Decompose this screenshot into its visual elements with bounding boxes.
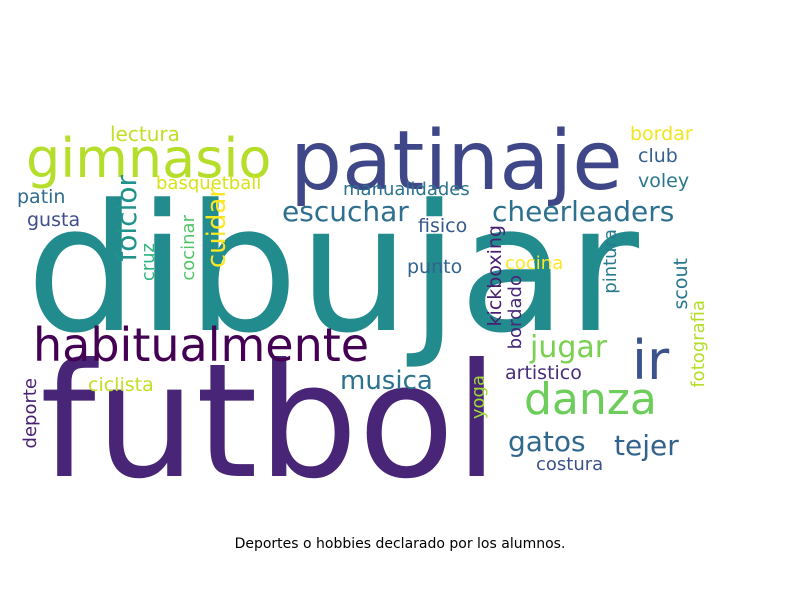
figure-caption: Deportes o hobbies declarado por los alu…	[234, 536, 566, 552]
word-voley: voley	[638, 170, 690, 192]
word-basquetball: basquetball	[156, 173, 262, 194]
word-club: club	[638, 145, 678, 167]
word-fotografia: fotografia	[688, 300, 709, 388]
word-gimnasio: gimnasio	[26, 127, 272, 190]
word-yoga: yoga	[468, 375, 489, 420]
word-futbol: futbol	[40, 330, 499, 514]
word-cheerleaders: cheerleaders	[492, 195, 675, 228]
word-costura: costura	[536, 454, 604, 475]
word-gusta: gusta	[27, 209, 81, 231]
word-patin: patin	[17, 186, 66, 208]
word-fisico: fisico	[418, 215, 468, 237]
word-cruz: cruz	[138, 243, 159, 282]
word-bordado: bordado	[505, 275, 526, 350]
word-bordar: bordar	[630, 123, 693, 145]
word-folclor: folclor	[110, 175, 143, 262]
word-pintura: pintura	[600, 229, 621, 294]
word-habitualmente: habitualmente	[33, 318, 370, 372]
word-cocinar: cocinar	[178, 215, 199, 281]
word-danza: danza	[524, 374, 657, 425]
word-cuidar: cuidar	[202, 187, 232, 269]
word-tejer: tejer	[614, 429, 679, 462]
word-jugar: jugar	[530, 330, 608, 365]
word-cocina: cocina	[505, 253, 564, 274]
word-manualidades: manualidades	[343, 179, 470, 200]
word-dibujar: dibujar	[26, 167, 639, 372]
word-artistico: artistico	[505, 362, 582, 384]
word-deporte: deporte	[20, 378, 41, 449]
word-patinaje: patinaje	[290, 114, 623, 209]
word-ir: ir	[632, 329, 670, 392]
word-gatos: gatos	[508, 425, 586, 458]
word-kickboxing: kickboxing	[484, 225, 506, 327]
word-ciclista: ciclista	[88, 374, 154, 396]
word-escuchar: escuchar	[282, 195, 409, 228]
word-lectura: lectura	[110, 122, 180, 146]
word-punto: punto	[407, 256, 463, 278]
word-musica: musica	[340, 366, 433, 396]
